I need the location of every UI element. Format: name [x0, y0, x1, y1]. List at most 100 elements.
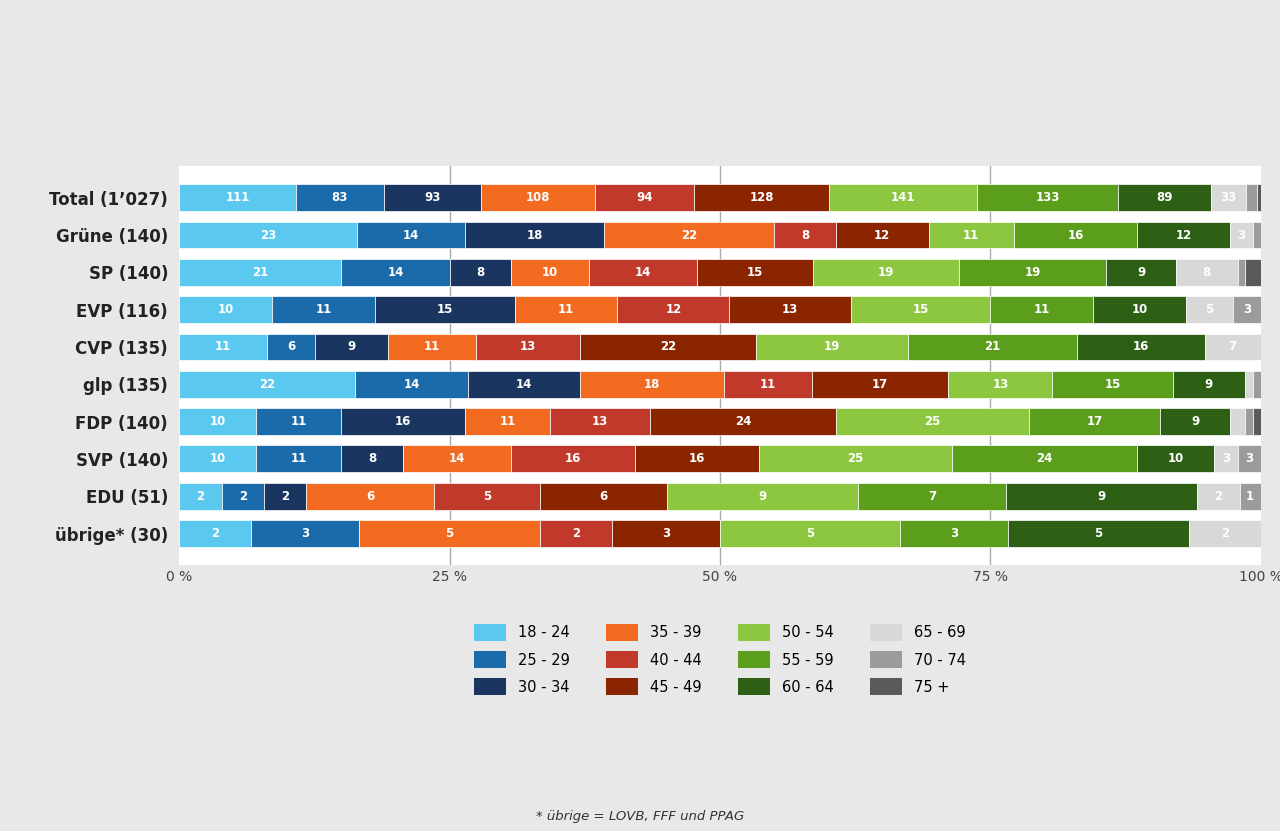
Text: 12: 12 [874, 229, 891, 242]
Bar [580, 333, 756, 361]
Bar [1244, 371, 1253, 398]
Bar [515, 296, 617, 323]
Bar [604, 222, 774, 248]
Text: 2: 2 [1221, 527, 1229, 540]
Bar [465, 222, 604, 248]
Text: 9: 9 [758, 489, 767, 503]
Bar [306, 483, 434, 509]
Bar [813, 259, 960, 286]
Bar [1176, 259, 1238, 286]
Text: 11: 11 [291, 416, 307, 428]
Text: 13: 13 [782, 303, 797, 316]
Text: 141: 141 [891, 191, 915, 204]
Bar [179, 483, 221, 509]
Bar [342, 259, 449, 286]
Bar [296, 184, 384, 211]
Bar [589, 259, 696, 286]
Bar [357, 222, 465, 248]
Bar [360, 520, 540, 547]
Text: 13: 13 [520, 341, 536, 353]
Bar [1106, 259, 1176, 286]
Text: 10: 10 [1167, 452, 1184, 465]
Bar [256, 445, 342, 472]
Text: 17: 17 [1087, 416, 1103, 428]
Text: 94: 94 [636, 191, 653, 204]
Bar [179, 520, 251, 547]
Bar [696, 259, 813, 286]
Bar [850, 296, 991, 323]
Bar [1014, 222, 1137, 248]
Text: 14: 14 [516, 378, 532, 391]
Bar [1230, 408, 1245, 435]
Text: 9: 9 [1137, 266, 1146, 279]
Bar [384, 184, 481, 211]
Bar [730, 296, 850, 323]
Bar [342, 408, 465, 435]
Bar [179, 296, 273, 323]
Bar [756, 333, 909, 361]
Text: 14: 14 [403, 229, 419, 242]
Text: 6: 6 [366, 489, 374, 503]
Text: 11: 11 [963, 229, 979, 242]
Legend: 18 - 24, 25 - 29, 30 - 34, 35 - 39, 40 - 44, 45 - 49, 50 - 54, 55 - 59, 60 - 64,: 18 - 24, 25 - 29, 30 - 34, 35 - 39, 40 -… [474, 624, 966, 696]
Bar [667, 483, 858, 509]
Bar [179, 184, 296, 211]
Text: 111: 111 [225, 191, 250, 204]
Text: 9: 9 [1190, 416, 1199, 428]
Text: 11: 11 [316, 303, 332, 316]
Bar [612, 520, 719, 547]
Bar [812, 371, 948, 398]
Bar [268, 333, 315, 361]
Bar [179, 333, 268, 361]
Bar [388, 333, 476, 361]
Text: 18: 18 [644, 378, 660, 391]
Bar [719, 520, 900, 547]
Text: 9: 9 [1098, 489, 1106, 503]
Text: 2: 2 [211, 527, 219, 540]
Bar [264, 483, 306, 509]
Bar [909, 333, 1076, 361]
Bar [467, 371, 580, 398]
Text: 8: 8 [476, 266, 485, 279]
Text: 3: 3 [950, 527, 959, 540]
Bar [481, 184, 595, 211]
Bar [273, 296, 375, 323]
Bar [375, 296, 515, 323]
Text: 6: 6 [599, 489, 608, 503]
Bar [617, 296, 730, 323]
Bar [476, 333, 580, 361]
Bar [179, 259, 342, 286]
Bar [1253, 222, 1261, 248]
Text: 89: 89 [1156, 191, 1172, 204]
Bar [315, 333, 388, 361]
Bar [580, 371, 724, 398]
Bar [1257, 184, 1261, 211]
Text: 3: 3 [1222, 452, 1230, 465]
Bar [434, 483, 540, 509]
Text: 5: 5 [445, 527, 453, 540]
Bar [978, 184, 1117, 211]
Bar [1230, 222, 1253, 248]
Text: 6: 6 [287, 341, 296, 353]
Text: 108: 108 [526, 191, 550, 204]
Text: 15: 15 [1105, 378, 1121, 391]
Text: 128: 128 [749, 191, 774, 204]
Text: 3: 3 [1238, 229, 1245, 242]
Text: 10: 10 [210, 416, 227, 428]
Bar [1253, 408, 1261, 435]
Bar [759, 445, 952, 472]
Text: 5: 5 [1206, 303, 1213, 316]
Text: 24: 24 [1037, 452, 1052, 465]
Text: 3: 3 [662, 527, 669, 540]
Bar [1009, 520, 1189, 547]
Bar [694, 184, 829, 211]
Text: 8: 8 [801, 229, 809, 242]
Text: 133: 133 [1036, 191, 1060, 204]
Bar [540, 520, 612, 547]
Text: 16: 16 [689, 452, 705, 465]
Bar [948, 371, 1052, 398]
Text: 15: 15 [746, 266, 763, 279]
Bar [1215, 445, 1238, 472]
Bar [465, 408, 550, 435]
Bar [1093, 296, 1187, 323]
